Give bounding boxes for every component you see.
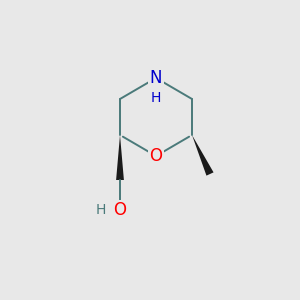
Text: H: H <box>151 91 161 104</box>
Text: O: O <box>113 201 127 219</box>
Text: N: N <box>150 69 162 87</box>
Polygon shape <box>192 135 214 176</box>
Polygon shape <box>116 135 124 180</box>
Text: H: H <box>95 203 106 217</box>
Text: O: O <box>149 147 163 165</box>
